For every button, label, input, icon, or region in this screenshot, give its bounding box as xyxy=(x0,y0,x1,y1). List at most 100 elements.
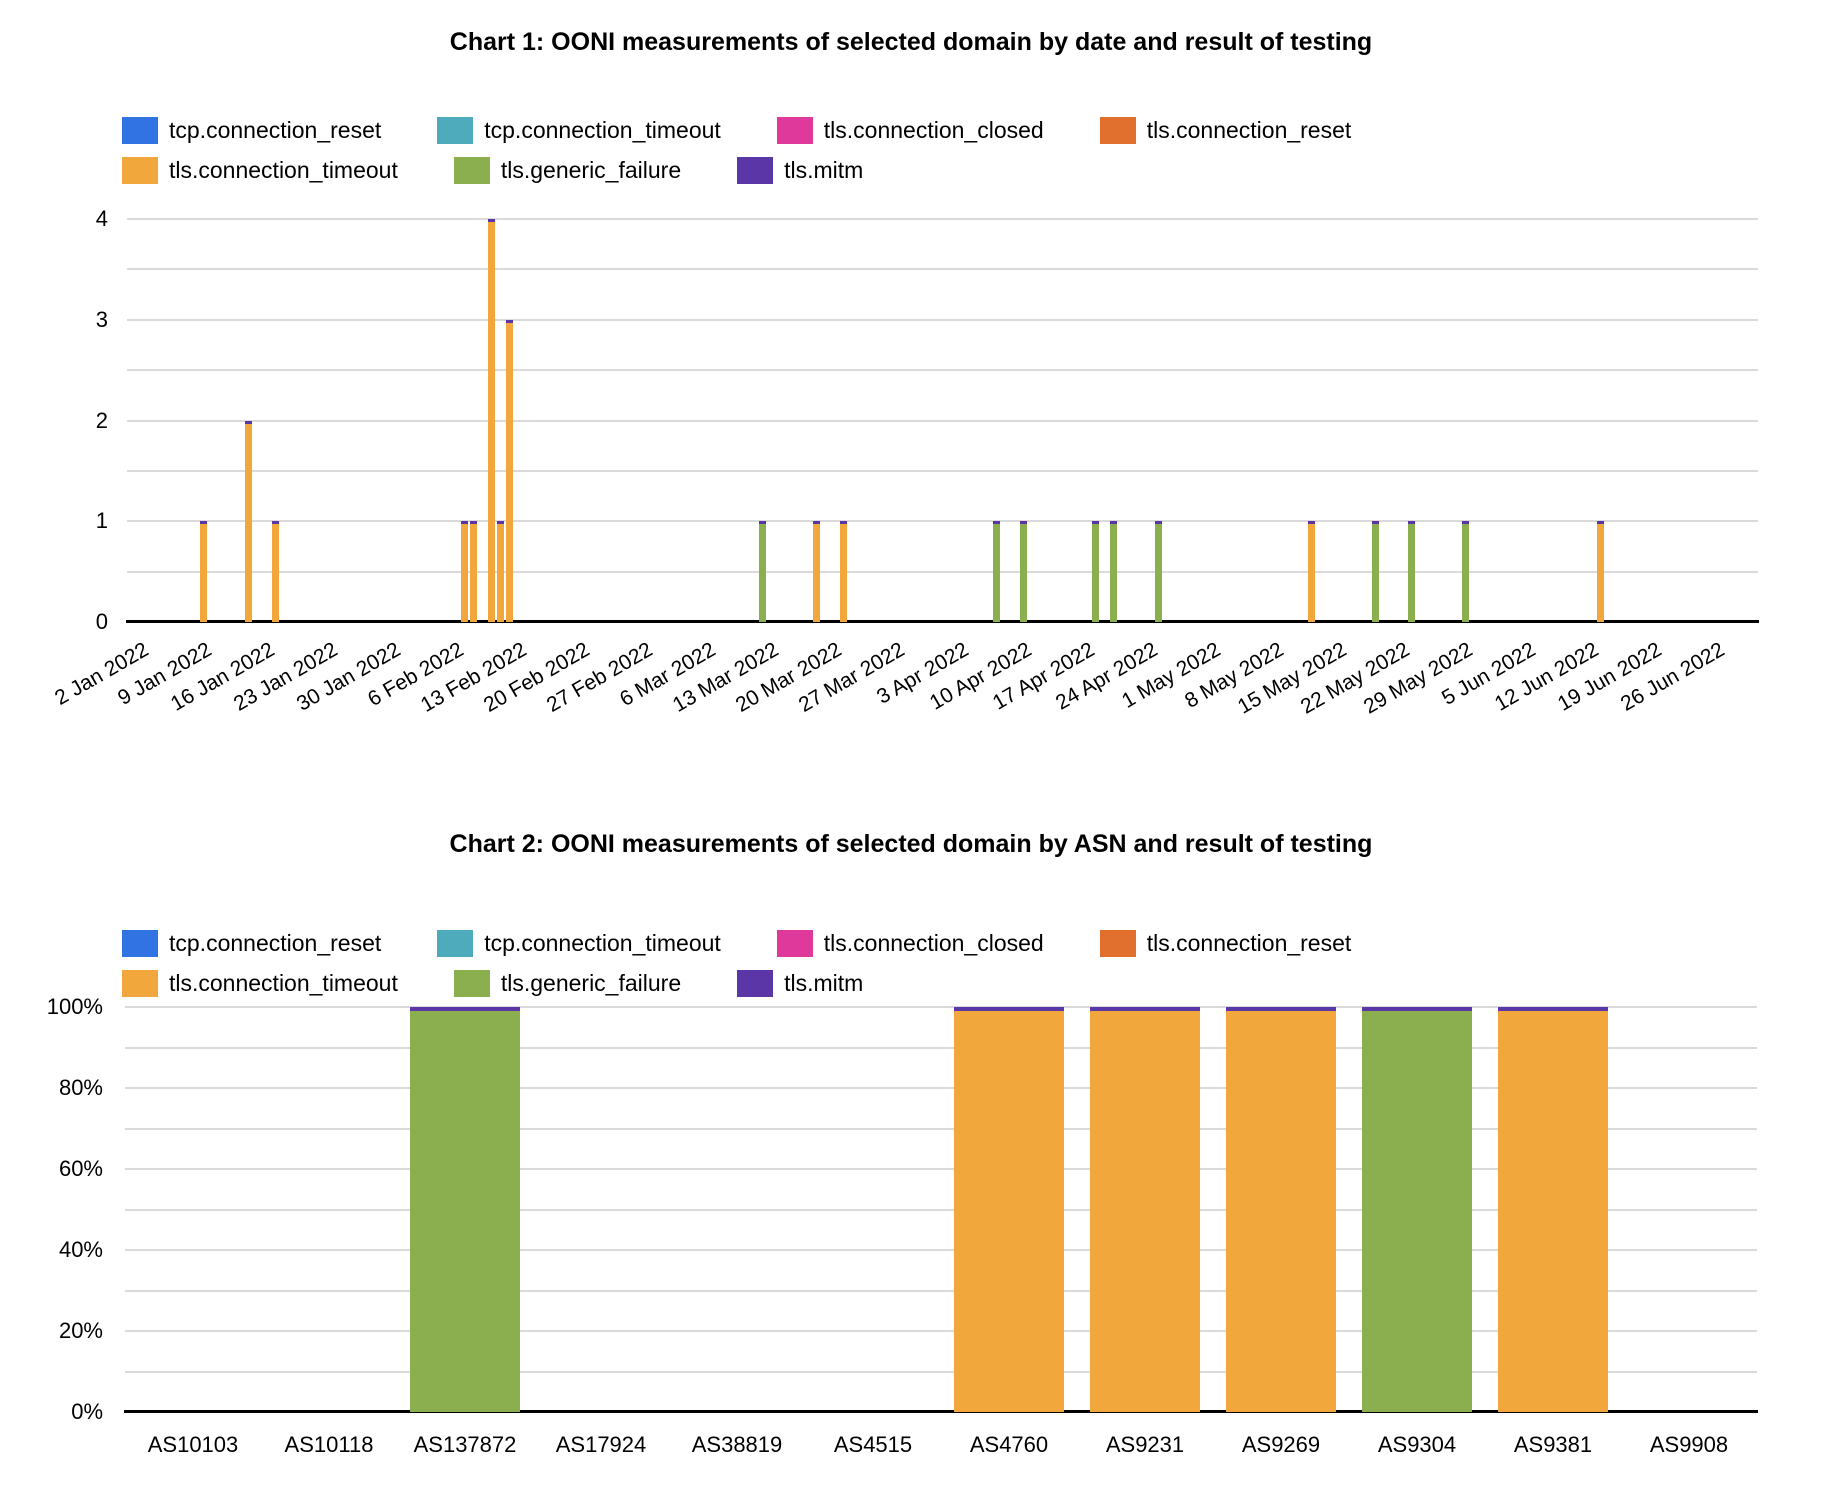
bar-12-May-2022[interactable] xyxy=(1308,521,1316,622)
bar-cap-tls-mitm xyxy=(993,521,1001,525)
y-tick-label: 0% xyxy=(71,1399,103,1424)
chart1-legend-row1: tcp.connection_reset tcp.connection_timeo… xyxy=(122,117,1351,144)
legend-swatch-tcp.connection_reset xyxy=(122,117,158,144)
legend-item-tcp.connection_reset: tcp.connection_reset xyxy=(122,117,381,144)
chart2-title: Chart 2: OONI measurements of selected d… xyxy=(449,830,1373,858)
bar-cap-tls-mitm xyxy=(470,521,478,525)
x-category-label-AS9269: AS9269 xyxy=(1241,1432,1321,1457)
legend-item-tcp.connection_timeout: tcp.connection_timeout xyxy=(437,117,721,144)
bar-cap-tls-mitm xyxy=(1362,1007,1472,1011)
legend-label: tcp.connection_timeout xyxy=(484,930,721,956)
legend-item-tcp.connection_timeout: tcp.connection_timeout xyxy=(437,930,721,957)
gridline xyxy=(125,1006,1757,1008)
legend-item-tls.mitm: tls.mitm xyxy=(737,157,863,184)
bar-cap-tls-mitm xyxy=(839,521,847,525)
bar-13-Jun-2022[interactable] xyxy=(1596,521,1604,622)
gridline xyxy=(125,1127,1757,1130)
legend-swatch-tls.connection_closed xyxy=(776,930,813,957)
legend-swatch-tcp.connection_timeout xyxy=(437,117,474,144)
bar-11-Feb-2022[interactable] xyxy=(497,521,505,622)
bar-10-Feb-2022[interactable] xyxy=(488,219,496,622)
legend-item-tls.mitm: tls.mitm xyxy=(737,970,863,997)
bar-AS9231[interactable] xyxy=(1090,1007,1200,1412)
bar-cap-tls-mitm xyxy=(1020,521,1028,525)
bar-25-Apr-2022[interactable] xyxy=(1155,521,1163,622)
bar-cap-tls-mitm xyxy=(1498,1007,1608,1011)
bar-cap-tls-mitm xyxy=(272,521,280,525)
x-axis-line xyxy=(126,620,1759,623)
legend-label: tls.mitm xyxy=(784,970,864,996)
bar-cap-tls-mitm xyxy=(812,521,820,525)
chart2-legend-row1: tcp.connection_reset tcp.connection_timeo… xyxy=(122,930,1351,957)
bar-AS4760[interactable] xyxy=(954,1007,1064,1412)
legend-swatch-tls.connection_timeout xyxy=(122,157,158,184)
bar-cap-tls-mitm xyxy=(1596,521,1604,525)
y-tick-label: 4 xyxy=(95,206,108,231)
bar-7-Apr-2022[interactable] xyxy=(993,521,1001,622)
bar-cap-tls-mitm xyxy=(1371,521,1379,525)
bar-17-Jan-2022[interactable] xyxy=(272,521,280,622)
bar-12-Feb-2022[interactable] xyxy=(506,319,514,622)
bar-9-Jan-2022[interactable] xyxy=(200,521,208,622)
bar-AS9269[interactable] xyxy=(1226,1007,1336,1412)
legend-swatch-tls.connection_timeout xyxy=(122,970,158,997)
y-tick-label: 40% xyxy=(58,1237,103,1262)
bar-cap-tls-mitm xyxy=(954,1007,1064,1011)
bar-7-Feb-2022[interactable] xyxy=(461,521,469,622)
legend-label: tls.generic_failure xyxy=(500,157,682,183)
bar-AS137872[interactable] xyxy=(410,1007,520,1412)
legend-label: tls.connection_reset xyxy=(1146,117,1352,143)
legend-swatch-tls.generic_failure xyxy=(453,157,490,184)
bar-AS9304[interactable] xyxy=(1362,1007,1472,1412)
gridline xyxy=(127,469,1758,472)
gridline xyxy=(125,1046,1757,1049)
bar-AS9381[interactable] xyxy=(1498,1007,1608,1412)
bar-cap-tls-mitm xyxy=(506,319,514,323)
legend-label: tls.generic_failure xyxy=(500,970,682,996)
y-tick-label: 20% xyxy=(58,1318,103,1343)
gridline xyxy=(127,520,1758,523)
bar-cap-tls-mitm xyxy=(1090,1007,1200,1011)
bar-29-May-2022[interactable] xyxy=(1461,521,1469,622)
x-category-label-AS10103: AS10103 xyxy=(147,1432,239,1457)
chart2-legend-row2: tls.connection_timeout tls.generic_failur… xyxy=(122,970,863,997)
bar-23-May-2022[interactable] xyxy=(1407,521,1415,622)
bar-18-Apr-2022[interactable] xyxy=(1092,521,1100,622)
bar-10-Apr-2022[interactable] xyxy=(1020,521,1028,622)
chart1-legend-row2: tls.connection_timeout tls.generic_failur… xyxy=(122,157,863,184)
legend-label: tls.connection_closed xyxy=(823,117,1044,143)
gridline xyxy=(127,218,1758,220)
legend-item-tls.connection_timeout: tls.connection_timeout xyxy=(122,970,398,997)
x-category-label-AS4760: AS4760 xyxy=(969,1432,1049,1457)
y-tick-label: 3 xyxy=(95,306,108,332)
chart1-title: Chart 1: OONI measurements of selected d… xyxy=(449,28,1373,56)
bar-12-Mar-2022[interactable] xyxy=(758,521,766,622)
gridline xyxy=(127,570,1758,573)
bar-20-Apr-2022[interactable] xyxy=(1110,521,1118,622)
legend-swatch-tls.connection_reset xyxy=(1099,930,1136,957)
x-category-label-AS17924: AS17924 xyxy=(555,1432,647,1457)
bar-cap-tls-mitm xyxy=(497,521,505,525)
legend-item-tls.connection_timeout: tls.connection_timeout xyxy=(122,157,398,184)
legend-label: tcp.connection_timeout xyxy=(484,117,721,143)
x-category-label-AS9908: AS9908 xyxy=(1649,1432,1729,1457)
x-category-label-AS38819: AS38819 xyxy=(691,1432,783,1457)
gridline xyxy=(127,369,1758,372)
bar-cap-tls-mitm xyxy=(1407,521,1415,525)
gridline xyxy=(127,419,1758,422)
gridline xyxy=(125,1208,1757,1211)
bar-21-Mar-2022[interactable] xyxy=(839,521,847,622)
bar-18-Mar-2022[interactable] xyxy=(812,521,820,622)
bar-14-Jan-2022[interactable] xyxy=(245,420,253,622)
legend-swatch-tls.connection_reset xyxy=(1099,117,1136,144)
bar-cap-tls-mitm xyxy=(1092,521,1100,525)
legend-label: tcp.connection_reset xyxy=(169,930,382,956)
bar-8-Feb-2022[interactable] xyxy=(470,521,478,622)
legend-label: tls.connection_reset xyxy=(1146,930,1352,956)
bar-cap-tls-mitm xyxy=(1110,521,1118,525)
legend-item-tls.connection_closed: tls.connection_closed xyxy=(776,930,1044,957)
x-category-label-AS137872: AS137872 xyxy=(413,1432,517,1457)
bar-19-May-2022[interactable] xyxy=(1371,521,1379,622)
